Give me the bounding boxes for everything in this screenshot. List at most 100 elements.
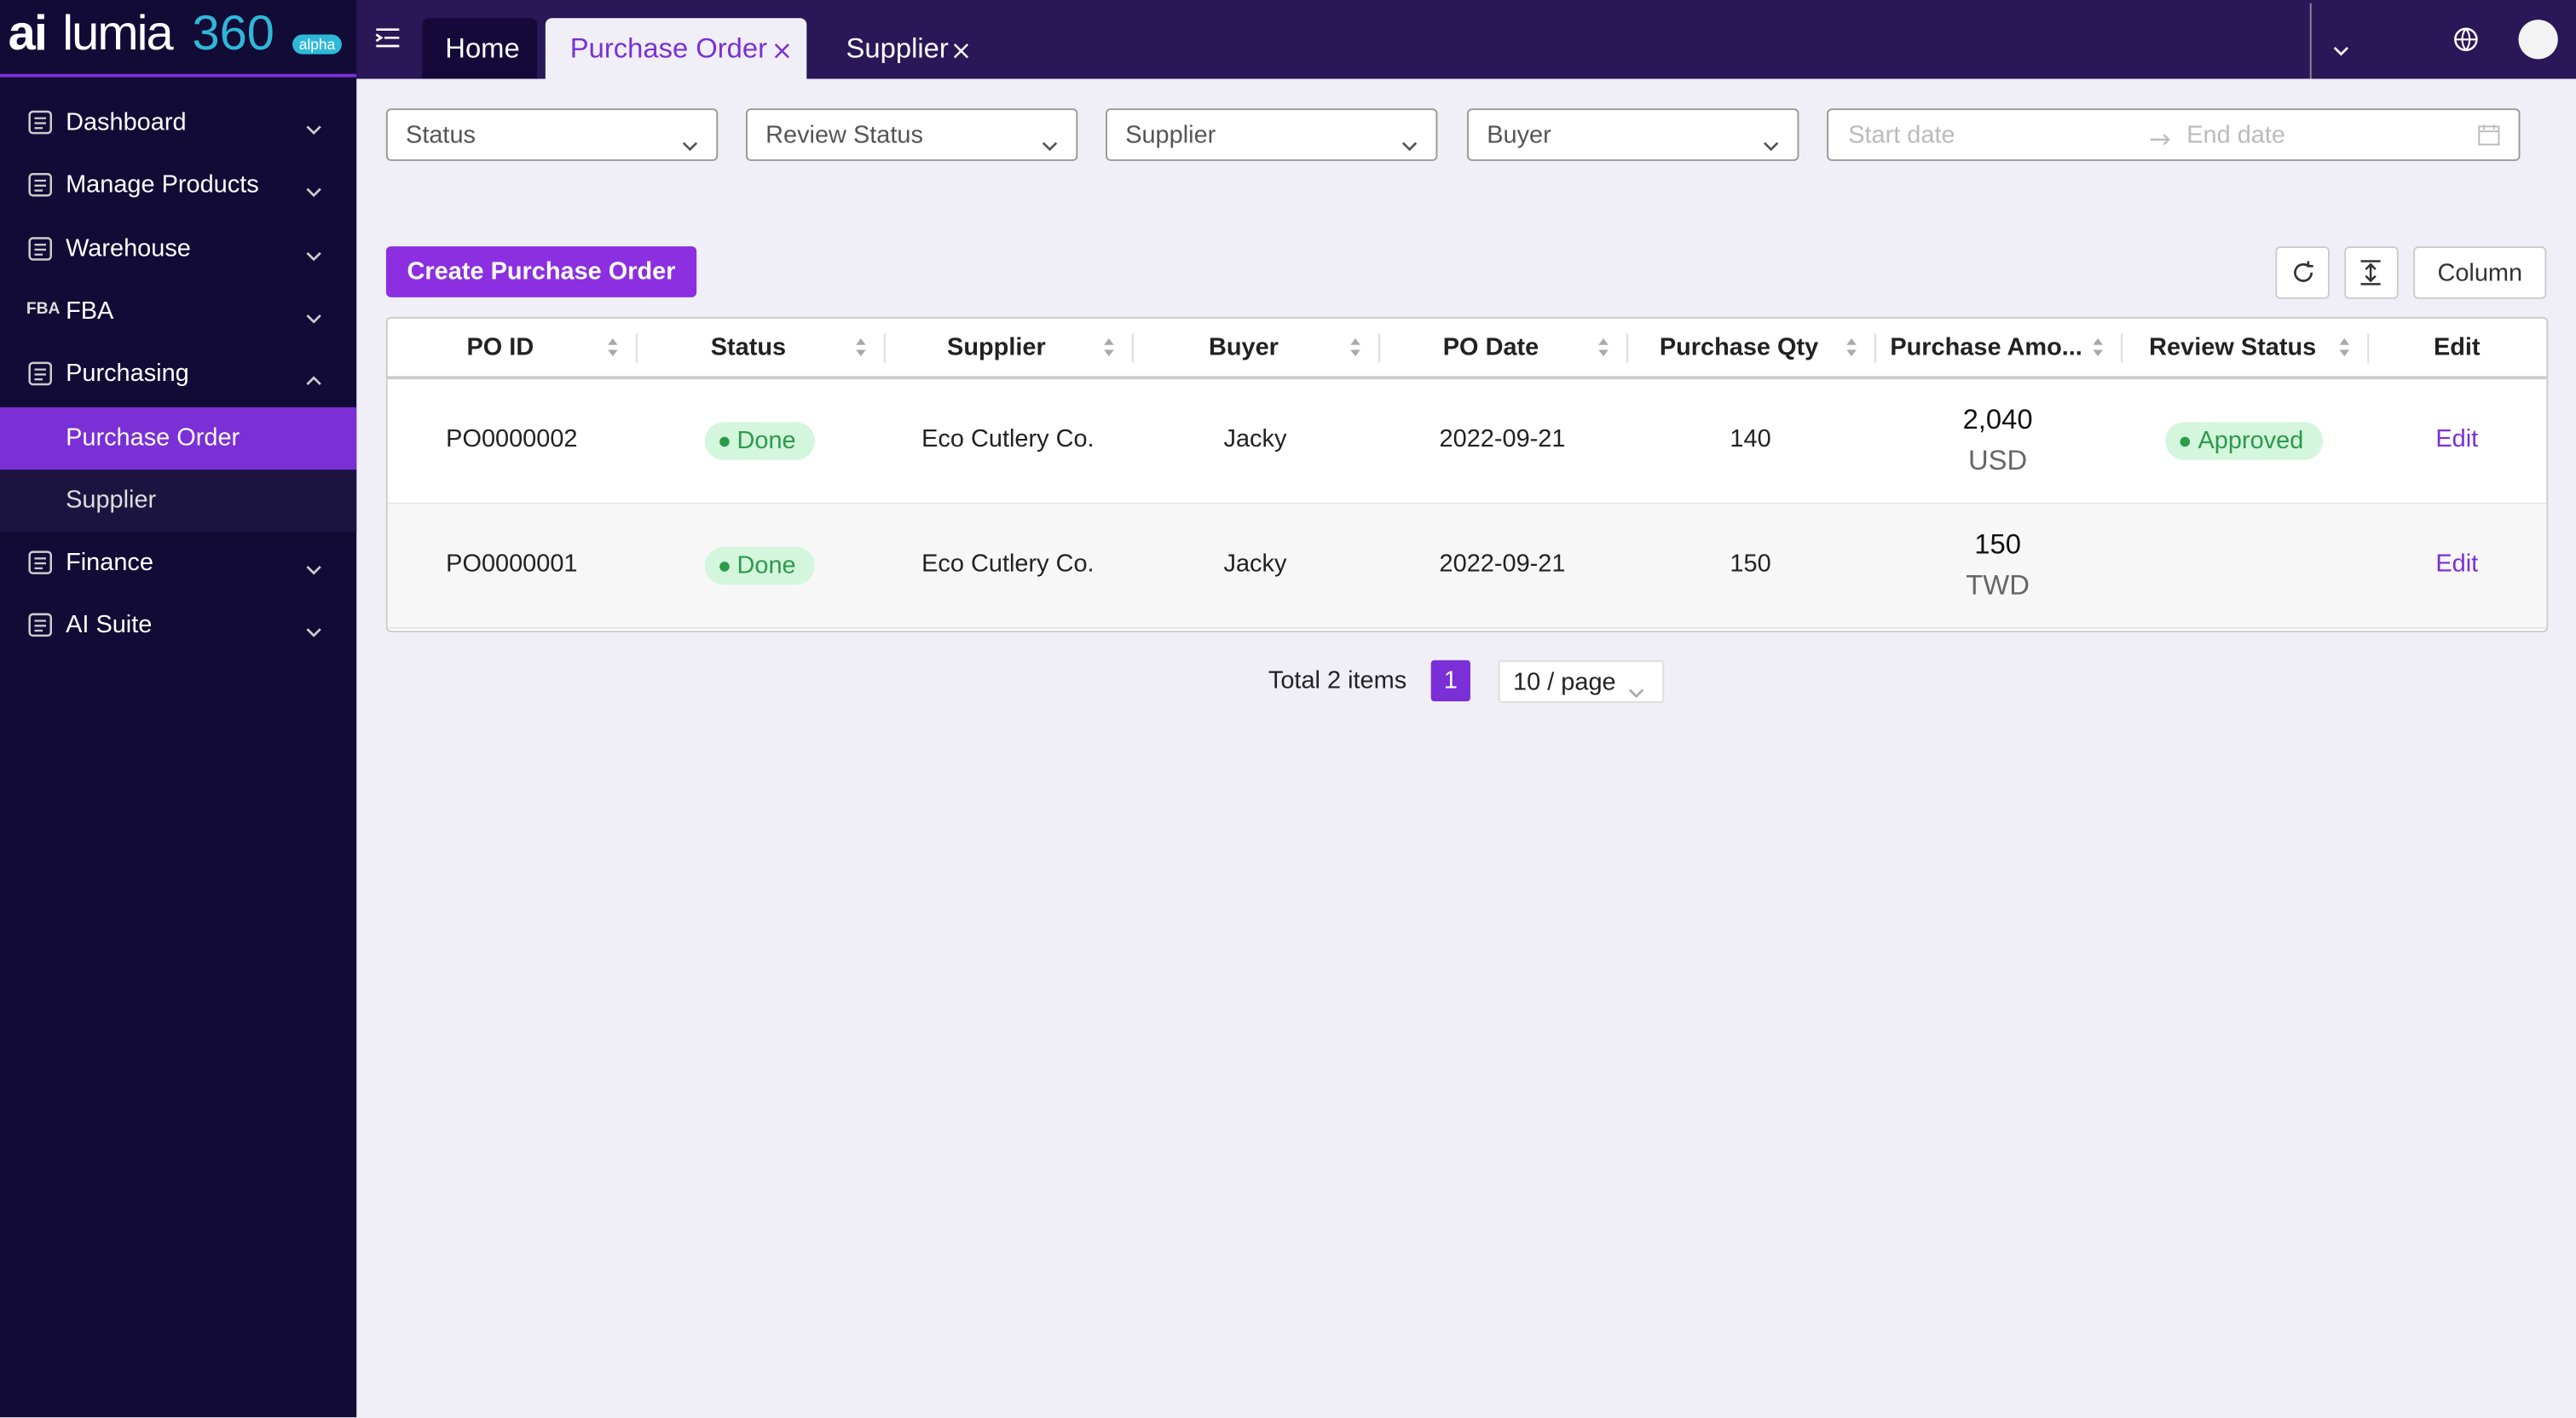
sidebar: ai lumia 360 alpha Dashboard Manage Products W… (0, 0, 357, 1418)
logo-prefix: ai (8, 6, 48, 61)
menu-item[interactable]: Dashboard (0, 92, 356, 154)
date-range[interactable]: Start date End date (1827, 108, 2521, 161)
column-separator (883, 333, 886, 363)
menu-label: AI Suite (66, 611, 153, 640)
column-button-label: Column (2437, 259, 2523, 288)
menu-item[interactable]: Manage Products (0, 155, 356, 217)
column-button[interactable]: Column (2413, 246, 2547, 299)
column-header: Supplier (947, 333, 1046, 362)
badge-label: Done (736, 551, 796, 580)
menu-label: Finance (66, 548, 153, 577)
sort-icon[interactable] (854, 337, 867, 366)
filter-select[interactable]: Buyer (1467, 108, 1799, 161)
edit-link[interactable]: Edit (2435, 425, 2479, 453)
logo-underline (0, 73, 357, 78)
tab-label: Supplier (846, 32, 949, 65)
icon-button[interactable] (2344, 246, 2399, 299)
logo-version: 360 (192, 6, 274, 61)
filter-select[interactable]: Supplier (1106, 108, 1438, 161)
column-header: Edit (2433, 333, 2481, 362)
amount: 2,040 (1962, 404, 2033, 435)
submenu-label: Purchase Order (66, 423, 240, 452)
menu-chevron (305, 616, 321, 646)
sort-icon[interactable] (2091, 337, 2104, 366)
status-badge: Approved (2121, 422, 2367, 461)
menu-item[interactable]: Finance (0, 533, 356, 595)
start-date: Start date (1848, 121, 1955, 150)
menu-icon (28, 361, 53, 395)
tab-close[interactable] (774, 37, 790, 67)
badge-dot (719, 562, 729, 572)
sort-icon[interactable] (1349, 337, 1361, 366)
tab-close[interactable] (953, 37, 969, 67)
menu-item[interactable]: AI Suite (0, 595, 356, 657)
filter-chevron (682, 130, 698, 159)
create-button[interactable]: Create Purchase Order (385, 246, 697, 297)
create-button-label: Create Purchase Order (407, 257, 676, 286)
sort-icon[interactable] (2338, 337, 2351, 366)
edit-link[interactable]: Edit (2435, 550, 2479, 579)
menu-icon (28, 110, 53, 143)
table-row: PO0000002 Done Eco Cutlery Co. Jacky 2022-09… (387, 379, 2547, 504)
table-row: PO0000001 Done Eco Cutlery Co. Jacky 2022-09… (387, 504, 2547, 630)
tabs-dropdown[interactable] (2333, 34, 2349, 64)
table: PO ID Status Supplier Buyer PO Date Purchase … (385, 316, 2549, 633)
filter-select[interactable]: Status (385, 108, 719, 161)
submenu-item[interactable]: Supplier (0, 469, 357, 533)
menu-chevron (305, 113, 321, 143)
sort-icon[interactable] (1102, 337, 1115, 366)
column-separator (1626, 333, 1628, 363)
page-button[interactable]: 1 (1430, 660, 1470, 701)
avatar[interactable] (2518, 20, 2558, 60)
status-badge: Done (636, 422, 884, 461)
column-separator (1378, 333, 1380, 363)
end-date: End date (2186, 121, 2285, 150)
cell: 2022-09-21 (1439, 550, 1566, 579)
column-separator (2121, 333, 2123, 363)
menu-icon (28, 236, 53, 269)
menu-item[interactable]: FBA FBA (0, 280, 356, 343)
tab[interactable]: Supplier (822, 18, 986, 78)
menu-item[interactable]: Purchasing (0, 343, 356, 406)
column-header: PO Date (1442, 333, 1539, 362)
menu-chevron (305, 554, 321, 584)
filter-chevron (1042, 130, 1058, 159)
cell: PO0000001 (446, 550, 578, 579)
menu-chevron (305, 239, 321, 269)
tab[interactable]: Purchase Order (545, 18, 807, 79)
menu-label: Warehouse (66, 233, 191, 262)
language-icon[interactable] (2452, 26, 2479, 61)
status-badge: Done (636, 546, 884, 586)
badge-pill: Approved (2164, 422, 2324, 460)
range-arrow (2149, 126, 2172, 156)
sort-icon[interactable] (1597, 337, 1609, 366)
button-icon (2359, 260, 2383, 294)
tab-label: Home (445, 32, 520, 65)
menu-chevron (305, 176, 321, 206)
column-header: Status (710, 333, 787, 362)
column-header: PO ID (466, 333, 534, 362)
filter-select[interactable]: Review Status (745, 108, 1078, 161)
currency: TWD (1966, 569, 2030, 602)
badge-label: Done (736, 427, 796, 455)
page-size-select[interactable]: 10 / page (1498, 660, 1665, 703)
badge-pill: Done (703, 422, 816, 460)
column-separator (1874, 333, 1876, 363)
logo-name: lumia (62, 6, 173, 61)
tab[interactable]: Home (422, 18, 538, 79)
sort-icon[interactable] (606, 337, 619, 366)
submenu-item[interactable]: Purchase Order (0, 406, 357, 470)
column-separator (2367, 333, 2370, 363)
menu-toggle[interactable] (374, 26, 401, 58)
menu-label: Dashboard (66, 108, 187, 136)
menu-item[interactable]: Warehouse (0, 218, 356, 280)
badge-label: Approved (2198, 427, 2304, 455)
currency: USD (1967, 445, 2028, 476)
sort-icon[interactable] (1845, 337, 1857, 366)
menu-label: Purchasing (66, 360, 189, 389)
icon-button[interactable] (2275, 246, 2330, 299)
filter-chevron (1763, 130, 1779, 159)
badge-pill: Done (703, 546, 816, 585)
